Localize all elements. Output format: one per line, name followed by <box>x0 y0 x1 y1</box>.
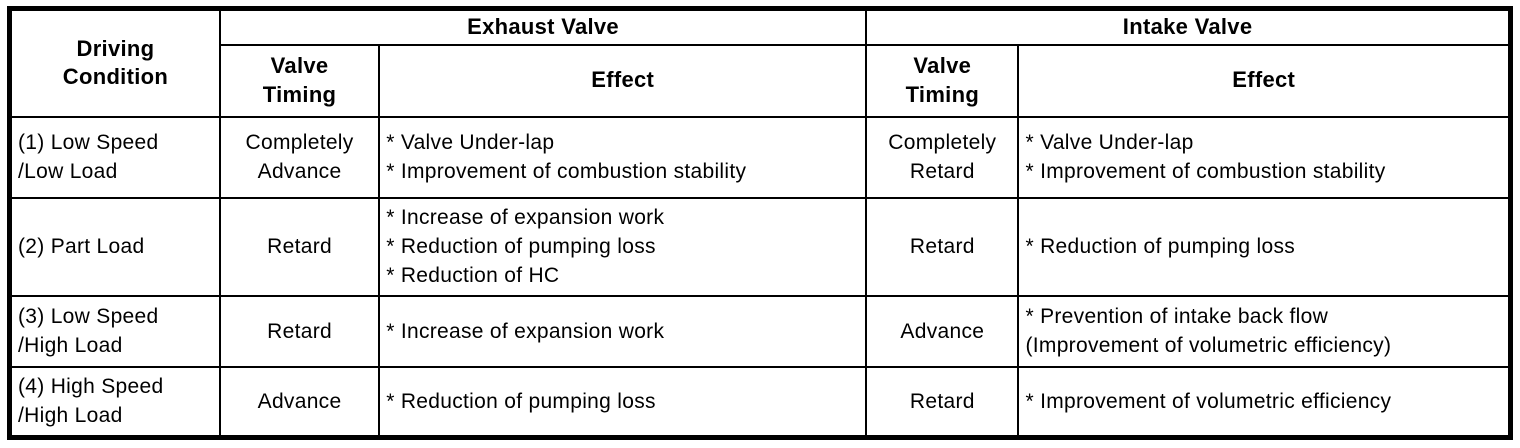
cell-exhaust-timing: Retard <box>218 294 381 368</box>
table-row: (1) Low Speed /Low Load Completely Advan… <box>8 115 1512 199</box>
cell-intake-timing: Advance <box>865 294 1020 368</box>
header-exhaust-valve: Exhaust Valve <box>218 7 868 46</box>
cell-intake-effect: * Improvement of volumetric efficiency <box>1017 365 1512 439</box>
table-row: (3) Low Speed /High Load Retard * Increa… <box>8 294 1512 368</box>
header-exhaust-effect: Effect <box>378 43 868 118</box>
header-exhaust-valve-timing: Valve Timing <box>218 43 381 118</box>
cell-driving-condition: (3) Low Speed /High Load <box>8 294 221 368</box>
header-intake-valve-timing: Valve Timing <box>865 43 1020 118</box>
cell-driving-condition: (4) High Speed /High Load <box>8 365 221 439</box>
cell-exhaust-effect: * Increase of expansion work <box>378 294 868 368</box>
header-driving-condition: Driving Condition <box>8 7 221 118</box>
header-row-groups: Driving Condition Exhaust Valve Intake V… <box>8 7 1512 118</box>
cell-exhaust-effect: * Increase of expansion work * Reduction… <box>378 196 868 297</box>
table-row: (4) High Speed /High Load Advance * Redu… <box>8 365 1512 439</box>
cell-intake-timing: Retard <box>865 365 1020 439</box>
cell-intake-effect: * Prevention of intake back flow (Improv… <box>1017 294 1512 368</box>
cell-driving-condition: (2) Part Load <box>8 196 221 297</box>
valve-timing-table: Driving Condition Exhaust Valve Intake V… <box>7 6 1513 440</box>
cell-intake-effect: * Valve Under-lap * Improvement of combu… <box>1017 115 1512 199</box>
cell-exhaust-effect: * Reduction of pumping loss <box>378 365 868 439</box>
cell-intake-timing: Completely Retard <box>865 115 1020 199</box>
header-intake-effect: Effect <box>1017 43 1512 118</box>
cell-exhaust-effect: * Valve Under-lap * Improvement of combu… <box>378 115 868 199</box>
cell-exhaust-timing: Completely Advance <box>218 115 381 199</box>
cell-driving-condition: (1) Low Speed /Low Load <box>8 115 221 199</box>
cell-exhaust-timing: Advance <box>218 365 381 439</box>
table-row: (2) Part Load Retard * Increase of expan… <box>8 196 1512 297</box>
cell-intake-timing: Retard <box>865 196 1020 297</box>
cell-intake-effect: * Reduction of pumping loss <box>1017 196 1512 297</box>
header-intake-valve: Intake Valve <box>865 7 1512 46</box>
cell-exhaust-timing: Retard <box>218 196 381 297</box>
header-row-subcolumns: Valve Timing Effect Valve Timing Effect <box>10 43 1512 118</box>
